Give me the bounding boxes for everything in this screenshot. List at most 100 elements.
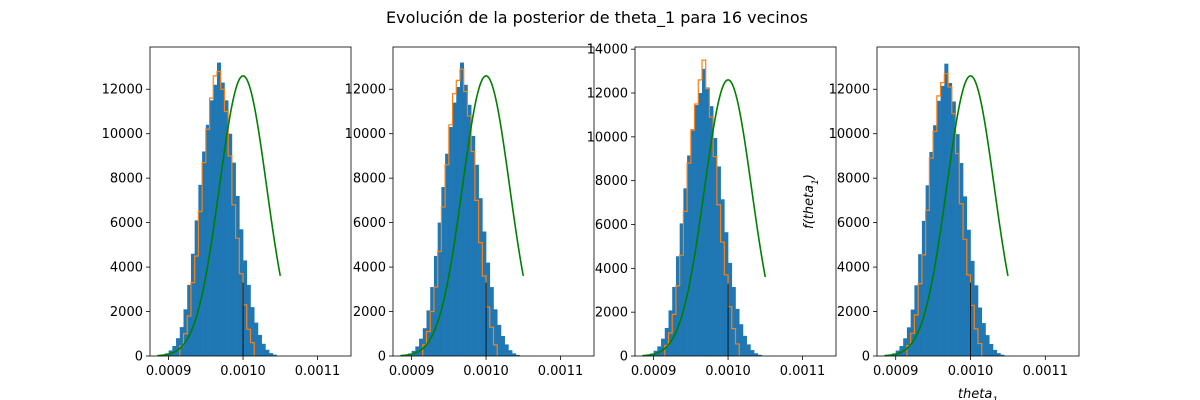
histogram-bar (713, 137, 718, 356)
y-tick-label: 0 (620, 350, 628, 365)
axes-frame (634, 46, 837, 357)
histogram-bar (724, 232, 729, 356)
y-tick-label: 6000 (353, 216, 386, 231)
y-tick-label: 8000 (595, 174, 628, 189)
histogram-bar (504, 344, 509, 356)
x-tick-label: 0.0010 (948, 364, 994, 379)
density-curve (884, 75, 1009, 357)
y-tick-label: 6000 (110, 216, 143, 231)
histogram-bar (992, 349, 998, 356)
histogram-bar (944, 63, 949, 356)
histogram-bar (672, 286, 677, 356)
y-tick-label: 12000 (102, 83, 143, 98)
histogram-bar (694, 105, 699, 357)
histogram-bar (209, 100, 214, 357)
chart-title: Evolución de la posterior de theta_1 par… (386, 8, 808, 28)
y-tick-label: 0 (378, 350, 386, 365)
histogram-bar (757, 354, 762, 356)
histogram-bar (250, 307, 255, 356)
histogram-bar (690, 129, 695, 356)
x-tick-label: 0.0011 (1023, 364, 1069, 379)
histogram-bar (183, 309, 188, 356)
histogram-bar (921, 220, 926, 356)
step-histogram-line (422, 68, 498, 356)
x-tick-label: 0.0011 (538, 364, 584, 379)
histogram-bar (220, 82, 225, 356)
histogram-bar (486, 262, 491, 356)
histogram-bar (903, 338, 908, 356)
axes-frame (392, 46, 595, 357)
histogram-bar (742, 335, 747, 356)
histogram-bar (179, 327, 184, 356)
y-tick-label: 0 (135, 350, 143, 365)
x-tick-label: 0.0009 (389, 364, 435, 379)
y-tick-label: 10000 (102, 127, 143, 142)
histogram-bar (657, 346, 662, 356)
histogram-bar (929, 151, 934, 356)
histogram-bar (205, 124, 210, 356)
histogram-bar (974, 285, 979, 356)
histogram-bar (269, 353, 274, 356)
histogram-bar (172, 345, 177, 356)
histogram-bar (963, 196, 968, 356)
histogram-bar (906, 327, 911, 356)
y-tick-label: 2000 (837, 305, 870, 320)
histogram-bar (925, 185, 930, 356)
histogram-bar (746, 344, 751, 356)
histogram-bar (433, 255, 438, 356)
histogram-bar (239, 229, 244, 356)
histogram-bar (471, 135, 476, 356)
histogram-bar (460, 62, 465, 356)
histogram-bar (698, 93, 703, 357)
histogram-bar (497, 324, 502, 356)
histogram-bar (664, 327, 669, 356)
histogram-bar (419, 338, 424, 356)
subplot-3: 0 2000 4000 6000 8000 10000 12000 14000 0.0009 0.… (587, 43, 837, 379)
histogram-bar (217, 62, 222, 356)
histogram-bar (437, 222, 442, 356)
histogram-bar (933, 125, 938, 356)
histogram-bar (261, 343, 266, 356)
y-tick-label: 14000 (587, 43, 628, 58)
x-tick-label: 0.0010 (463, 364, 509, 379)
histogram-bar (955, 134, 960, 356)
histogram-bar (243, 260, 248, 356)
histogram-bar (224, 100, 229, 357)
histogram-bar (254, 322, 259, 356)
y-tick-label: 4000 (110, 261, 143, 276)
histogram-bar (489, 287, 494, 356)
y-tick-label: 0 (862, 350, 870, 365)
y-tick-label: 12000 (829, 83, 870, 98)
histogram-bar (914, 285, 919, 356)
histogram-bar (257, 334, 262, 356)
histogram-bar (512, 353, 517, 356)
histogram-bar (452, 102, 457, 357)
x-tick-label: 0.0011 (295, 364, 341, 379)
y-tick-label: 2000 (110, 305, 143, 320)
y-tick-label: 8000 (837, 172, 870, 187)
histogram-bar (996, 353, 1001, 356)
histogram-bar (948, 83, 953, 357)
histogram-bar (176, 338, 181, 356)
histogram-bar (661, 338, 666, 356)
histogram-bar (966, 229, 971, 356)
y-tick-label: 4000 (595, 262, 628, 277)
histogram-bar (731, 286, 736, 356)
histogram-bar (683, 188, 688, 356)
y-axis-label: f(theta1) (802, 174, 821, 229)
histogram-bar (265, 349, 270, 356)
y-tick-label: 4000 (353, 261, 386, 276)
y-tick-label: 10000 (829, 127, 870, 142)
y-tick-label: 10000 (587, 130, 628, 145)
histogram-bar (246, 284, 251, 356)
y-tick-label: 4000 (837, 261, 870, 276)
histogram-bar (515, 354, 520, 356)
histogram-bar (687, 155, 692, 356)
y-tick-label: 6000 (837, 216, 870, 231)
histogram-bar (989, 343, 994, 356)
histogram-bar (478, 198, 483, 356)
histogram-bar (1000, 354, 1005, 356)
histogram-bar (739, 324, 744, 356)
histogram-bar (709, 106, 714, 356)
